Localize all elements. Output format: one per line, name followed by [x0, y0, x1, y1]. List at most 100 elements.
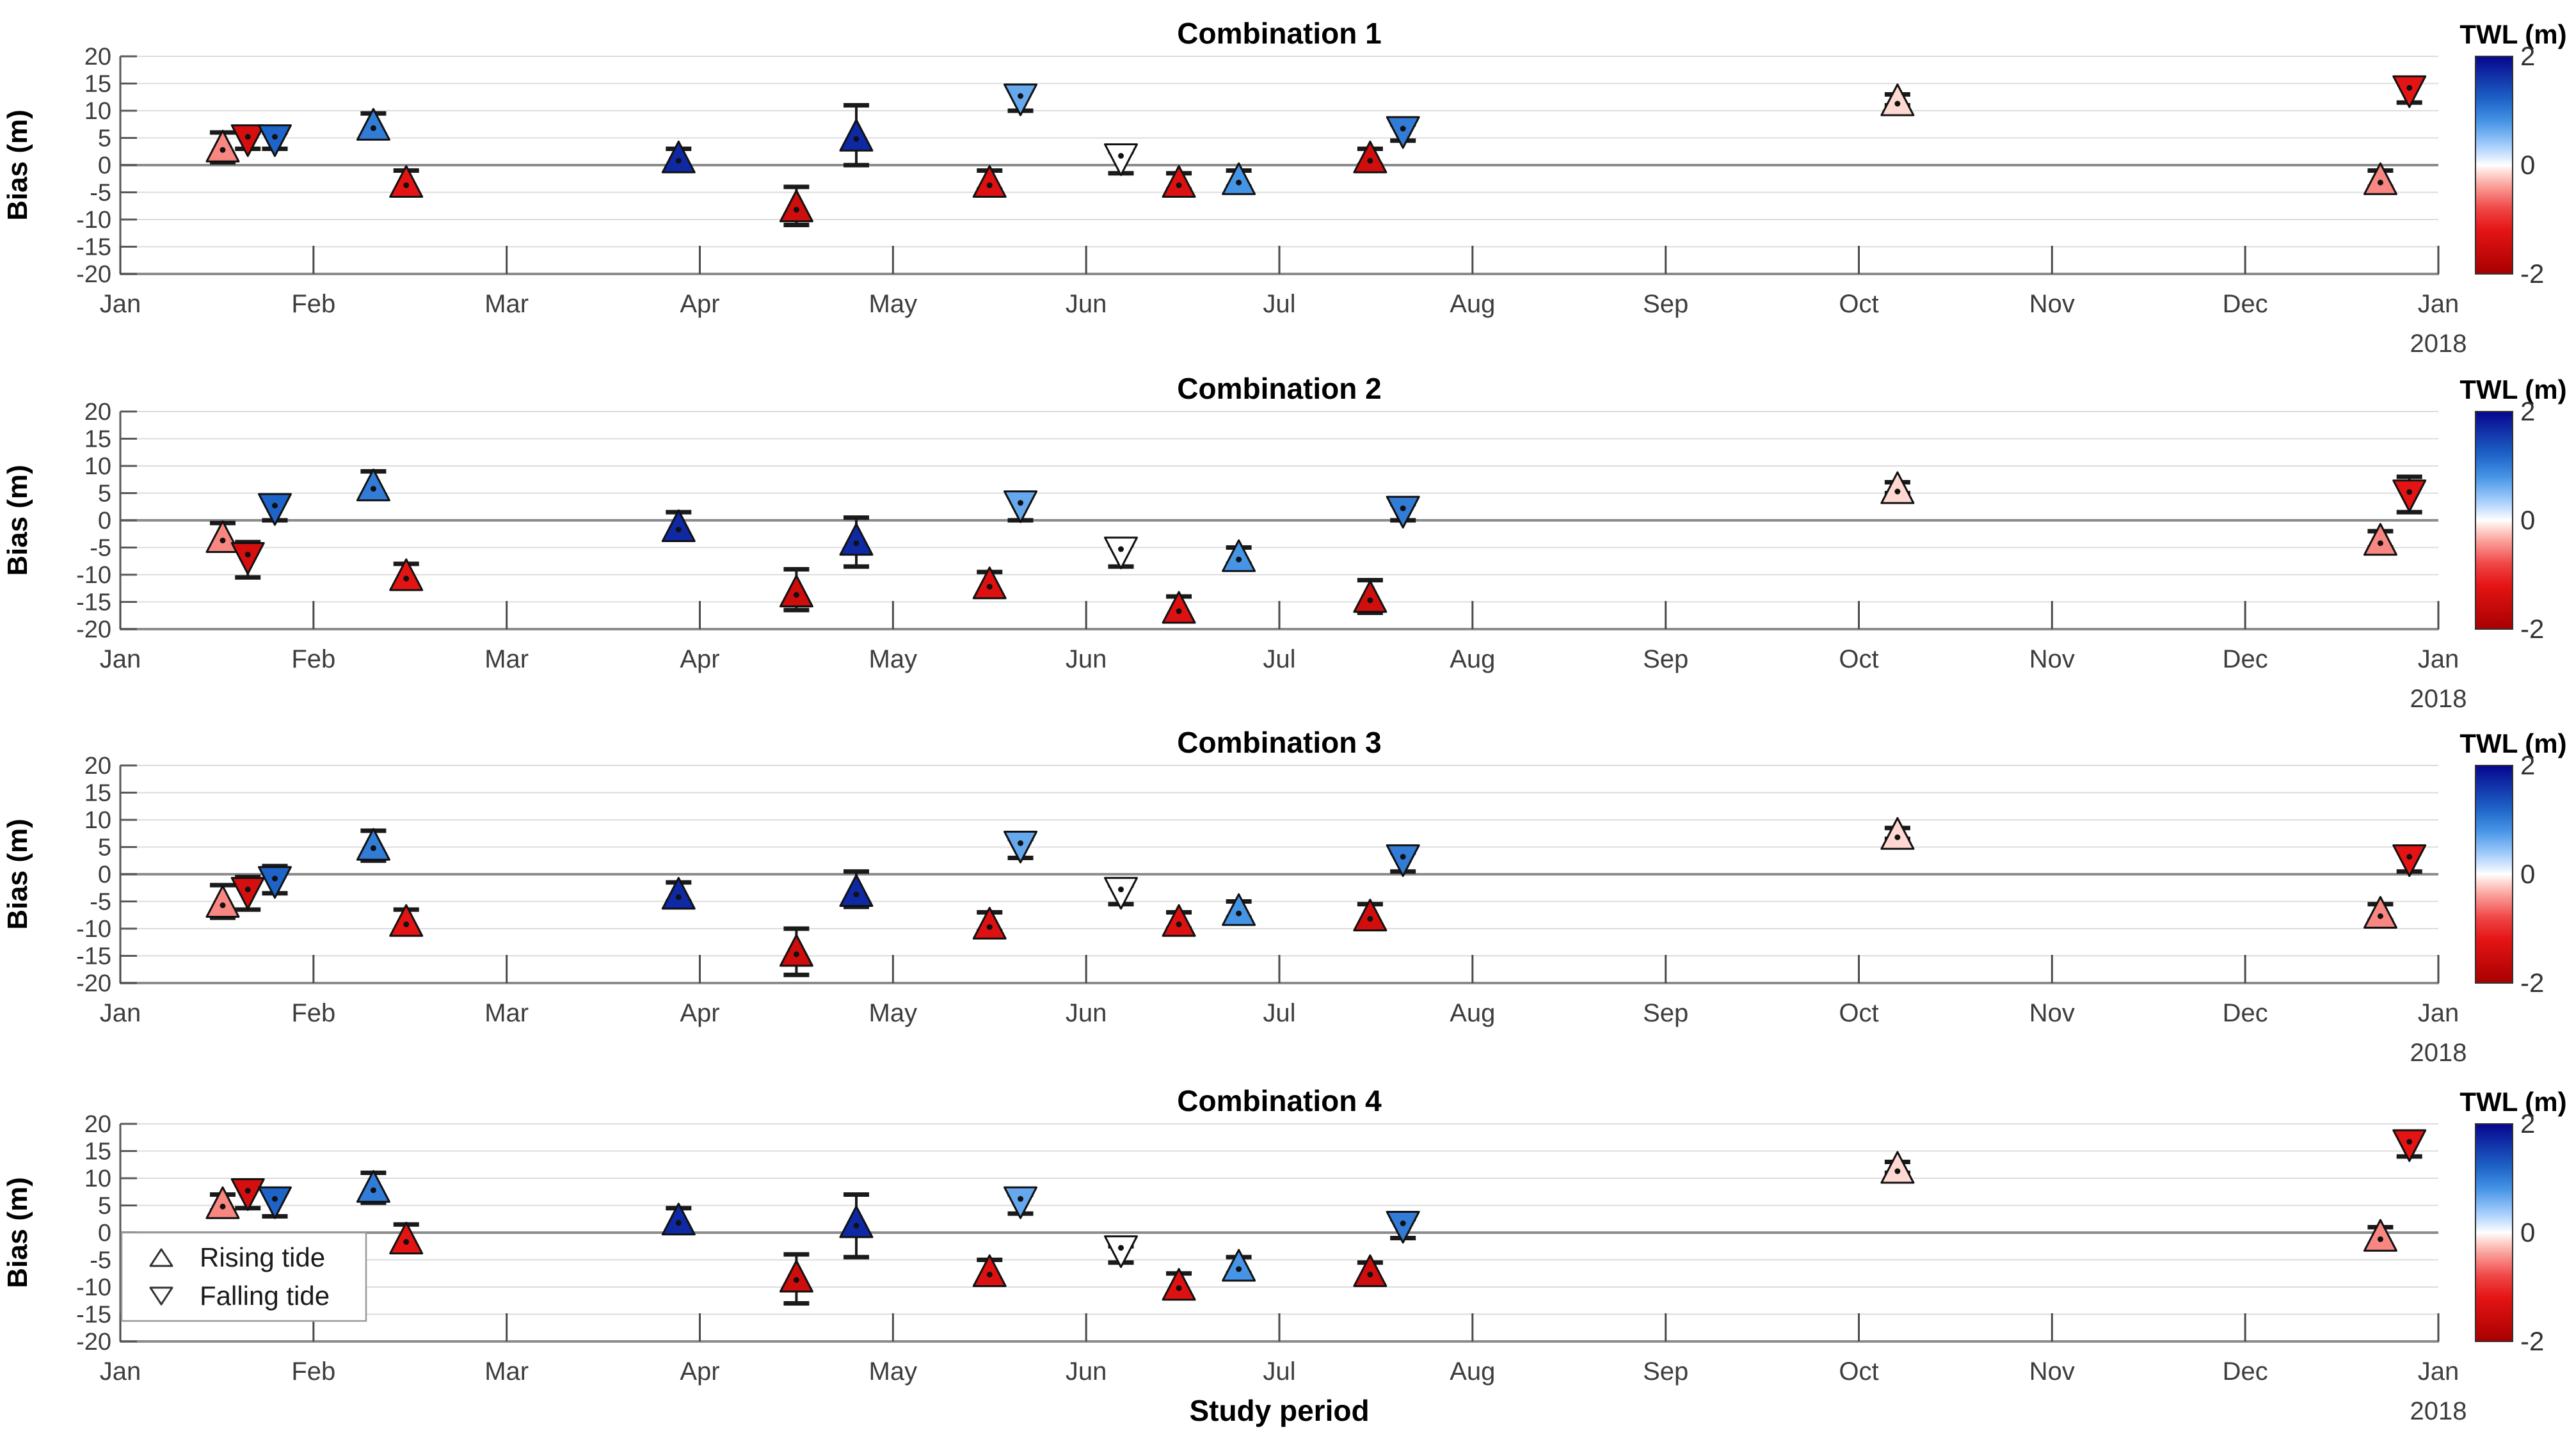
marker-center-dot [403, 182, 410, 188]
marker-center-dot [2406, 854, 2413, 860]
x-tick-label: Apr [680, 290, 719, 318]
data-point-25-jan [257, 493, 292, 526]
marker-center-dot [220, 147, 226, 153]
data-point-26-dec [2392, 1129, 2427, 1162]
marker-center-dot [271, 1196, 278, 1202]
data-point-25-apr [839, 1192, 874, 1260]
rising-tide-marker [661, 509, 696, 542]
falling-tide-marker [1386, 1211, 1420, 1244]
marker-center-dot [853, 1222, 860, 1229]
x-tick-label: Jun [1066, 999, 1107, 1027]
marker-center-dot [244, 552, 251, 557]
rising-tide-marker [356, 1170, 390, 1203]
marker-center-dot [271, 876, 278, 882]
x-tick-label: Mar [484, 645, 529, 673]
data-point-20-jul [1386, 495, 1420, 529]
x-tick-label: Jan [2418, 290, 2459, 318]
colorbar [2475, 1123, 2513, 1342]
marker-center-dot [853, 892, 860, 897]
marker-center-dot [1176, 608, 1182, 614]
y-tick-label: 0 [98, 861, 111, 888]
marker-center-dot [403, 575, 410, 582]
legend-rising-tide-icon [149, 1248, 173, 1267]
x-tick-label: Sep [1643, 645, 1688, 673]
colorbar [2475, 56, 2513, 275]
data-point-21-may [1004, 1186, 1038, 1219]
rising-tide-marker [839, 118, 874, 152]
rising-tide-marker [1162, 904, 1196, 937]
marker-center-dot [1400, 1220, 1406, 1226]
rising-tide-marker [1222, 539, 1256, 572]
rising-tide-marker [1880, 1151, 1915, 1184]
marker-center-dot [271, 502, 278, 509]
falling-tide-marker [2392, 1129, 2427, 1162]
x-tick-label: Oct [1839, 1357, 1878, 1386]
colorbar-tick-label: 2 [2520, 750, 2535, 780]
rising-tide-marker [389, 1222, 424, 1254]
marker-center-dot [1894, 1168, 1901, 1174]
rising-tide-marker [1353, 899, 1387, 932]
data-point-16-may [972, 1254, 1007, 1287]
data-point-6-jun [1104, 143, 1138, 176]
rising-tide-marker [1162, 165, 1196, 198]
rising-tide-marker [1353, 1254, 1387, 1287]
rising-tide-marker [2363, 523, 2397, 556]
data-point-6-jun [1104, 536, 1138, 570]
x-tick-label: Jun [1066, 645, 1107, 673]
rising-tide-marker [779, 1260, 813, 1293]
marker-center-dot [2406, 84, 2413, 91]
x-tick-label: May [869, 290, 918, 318]
rising-tide-marker [356, 108, 390, 141]
data-point-26-dec [2392, 844, 2427, 877]
x-tick-label: Jan [100, 290, 141, 318]
data-point-10-feb [356, 108, 390, 141]
data-point-15-jul [1353, 899, 1387, 932]
marker-center-dot [986, 584, 993, 590]
marker-center-dot [271, 134, 278, 140]
y-tick-label: -15 [76, 234, 111, 261]
data-point-25-jan [257, 863, 292, 899]
data-point-28-mar [661, 877, 696, 910]
data-point-15-jun [1162, 904, 1196, 937]
data-point-10-feb [356, 468, 390, 502]
data-point-20-jul [1386, 116, 1420, 149]
data-point-10-feb [356, 828, 390, 863]
data-point-10-feb [356, 1170, 390, 1205]
falling-tide-marker [2392, 479, 2427, 513]
colorbar-tick-label: -2 [2520, 968, 2544, 998]
marker-center-dot [986, 1272, 993, 1277]
y-tick-label: -5 [90, 889, 111, 916]
data-point-28-mar [661, 1203, 696, 1236]
y-tick-label: 15 [84, 1139, 111, 1165]
y-tick-label: 15 [84, 780, 111, 807]
colorbar-tick-label: 2 [2520, 1108, 2535, 1139]
data-point-24-jun [1222, 539, 1256, 572]
subplot-title: Combination 3 [1177, 726, 1381, 759]
falling-tide-marker [257, 866, 292, 899]
x-tick-label: Feb [291, 1357, 335, 1386]
y-tick-label: 0 [98, 1220, 111, 1247]
data-point-15-feb [389, 904, 424, 937]
marker-center-dot [853, 540, 860, 547]
falling-tide-marker [230, 124, 265, 157]
data-point-17-jan [205, 883, 240, 920]
rising-tide-marker [972, 1254, 1007, 1287]
falling-tide-marker [257, 124, 292, 157]
data-point-21-jan [230, 124, 265, 157]
x-tick-label: Dec [2223, 1357, 2268, 1386]
marker-center-dot [793, 207, 799, 213]
data-point-28-mar [661, 509, 696, 542]
marker-center-dot [986, 182, 993, 188]
y-tick-label: -20 [76, 1329, 111, 1356]
data-point-15-jun [1162, 165, 1196, 198]
marker-center-dot [244, 886, 251, 893]
x-tick-label: Sep [1643, 999, 1688, 1027]
y-tick-label: 20 [84, 399, 111, 426]
colorbar-tick-label: -2 [2520, 1326, 2544, 1356]
colorbar-tick-label: 0 [2520, 150, 2535, 180]
y-tick-label: -10 [76, 207, 111, 234]
falling-tide-marker [1004, 1186, 1038, 1219]
marker-center-dot [1117, 1245, 1124, 1251]
y-tick-label: -10 [76, 916, 111, 943]
